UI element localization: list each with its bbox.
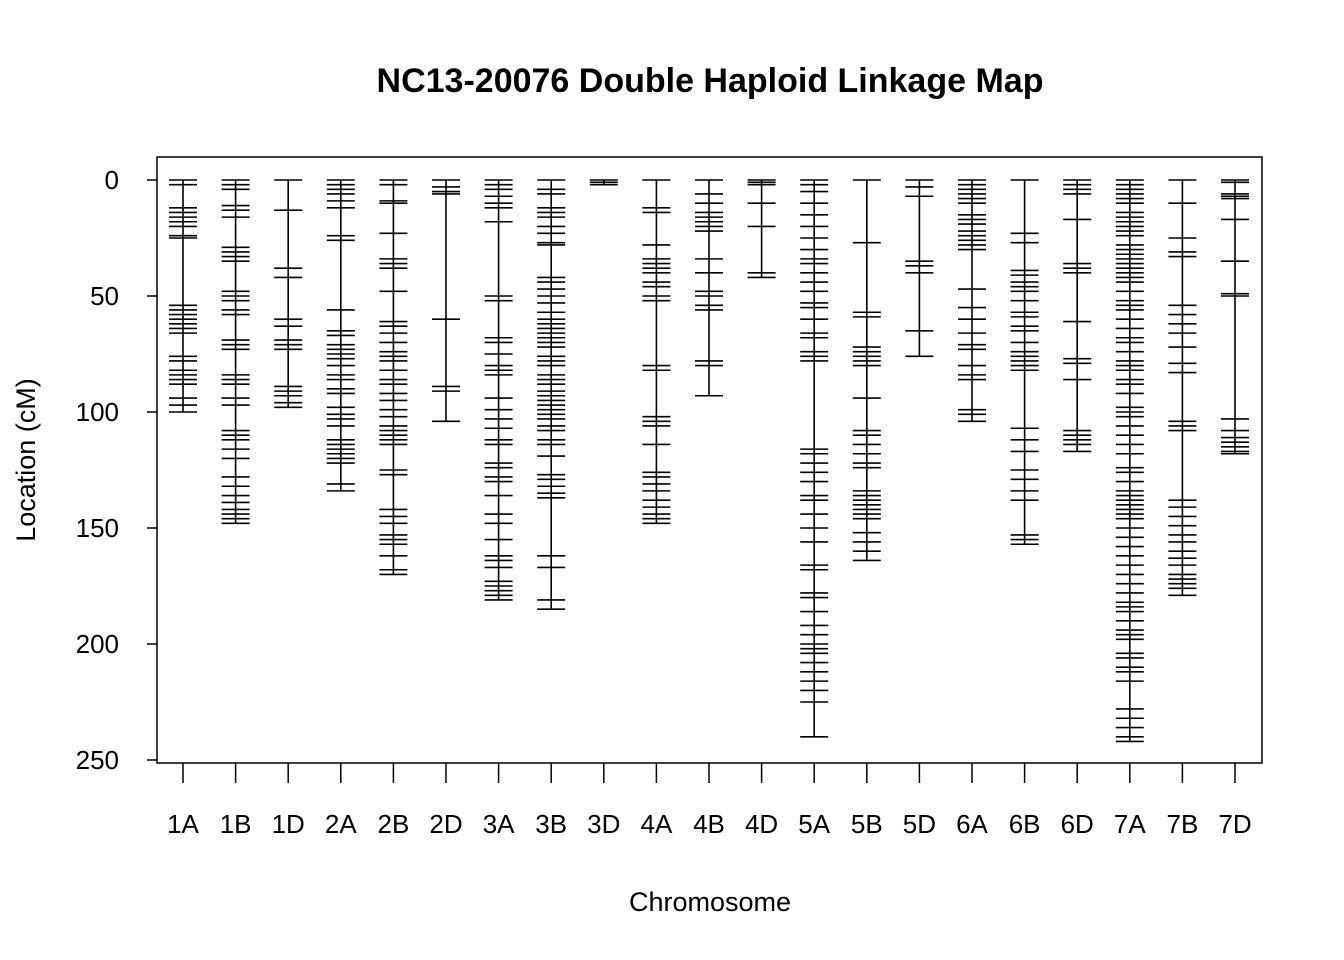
chromosome-2d — [432, 179, 460, 423]
chromosome-layer — [169, 179, 1249, 743]
y-tick-label: 200 — [76, 629, 119, 659]
x-axis-label: Chromosome — [629, 887, 791, 917]
x-tick-label-3a: 3A — [483, 809, 515, 839]
x-tick-label-5b: 5B — [851, 809, 883, 839]
x-tick-label-2d: 2D — [429, 809, 462, 839]
y-tick-label: 50 — [90, 281, 119, 311]
chromosome-3d — [589, 179, 618, 186]
chromosome-7d — [1221, 179, 1249, 455]
x-tick-label-5d: 5D — [903, 809, 936, 839]
x-tick-label-2a: 2A — [325, 809, 357, 839]
x-tick-label-1a: 1A — [167, 809, 199, 839]
chromosome-1a — [169, 179, 197, 413]
chromosome-3a — [484, 179, 513, 601]
x-tick-label-6b: 6B — [1009, 809, 1041, 839]
x-tick-label-7d: 7D — [1218, 809, 1251, 839]
x-tick-label-4d: 4D — [745, 809, 778, 839]
chromosome-5a — [800, 179, 829, 738]
y-axis-label: Location (cM) — [11, 378, 41, 542]
x-tick-label-6a: 6A — [956, 809, 988, 839]
x-tick-label-4a: 4A — [640, 809, 672, 839]
chromosome-7a — [1115, 179, 1144, 743]
chromosome-6b — [1010, 179, 1039, 546]
chromosome-3b — [537, 179, 566, 611]
x-tick-label-6d: 6D — [1061, 809, 1094, 839]
chromosome-4a — [642, 179, 671, 525]
chromosome-4d — [747, 179, 776, 279]
y-tick-label: 100 — [76, 397, 119, 427]
chromosome-2b — [379, 179, 408, 576]
chromosome-1b — [221, 179, 250, 525]
x-tick-label-4b: 4B — [693, 809, 725, 839]
chromosome-6d — [1063, 179, 1092, 453]
chromosome-4b — [695, 179, 723, 397]
x-axis: 1A 1B 1D 2A 2B 2D 3A 3B 3D 4A 4B 4D 5A 5B 5D 6A 6B 6D 7A 7B… — [167, 763, 1252, 839]
chromosome-7b — [1168, 179, 1197, 597]
y-axis: 0 50 100 150 200 250 — [76, 165, 157, 775]
chromosome-1d — [274, 179, 303, 409]
x-tick-label-1b: 1B — [220, 809, 252, 839]
chromosome-2a — [326, 179, 355, 492]
y-tick-label: 0 — [105, 165, 119, 195]
chart-title: NC13-20076 Double Haploid Linkage Map — [377, 62, 1044, 100]
x-tick-label-2b: 2B — [377, 809, 409, 839]
x-tick-label-1d: 1D — [272, 809, 305, 839]
x-tick-label-5a: 5A — [798, 809, 830, 839]
x-tick-label-3b: 3B — [535, 809, 567, 839]
y-tick-label: 250 — [76, 745, 119, 775]
chromosome-6a — [958, 179, 986, 423]
x-tick-label-3d: 3D — [587, 809, 620, 839]
y-tick-label: 150 — [76, 513, 119, 543]
chromosome-5b — [852, 179, 881, 562]
x-tick-label-7b: 7B — [1166, 809, 1198, 839]
x-tick-label-7a: 7A — [1114, 809, 1146, 839]
chromosome-5d — [905, 179, 934, 358]
